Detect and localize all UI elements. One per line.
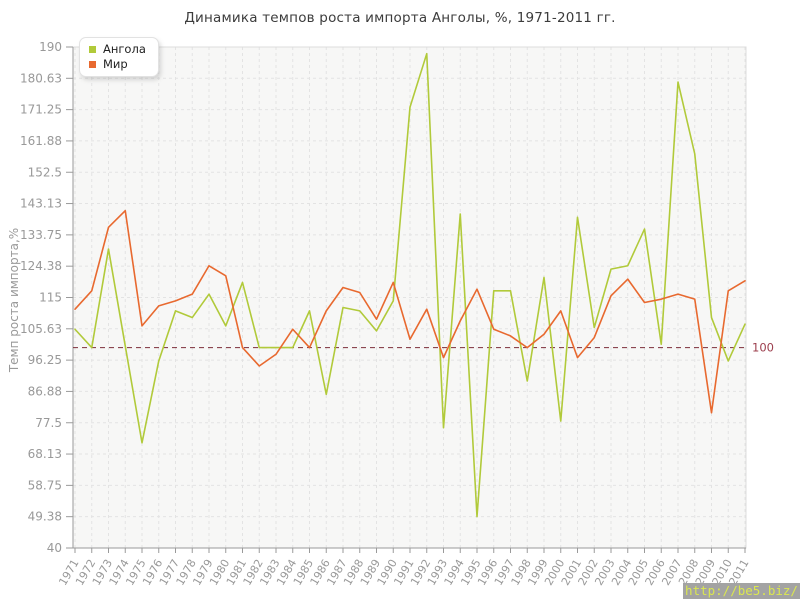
y-tick-label: 40 xyxy=(47,541,62,555)
legend-label-angola: Ангола xyxy=(103,42,146,56)
legend-item-mir: Мир xyxy=(89,57,146,71)
mir-series-swatch xyxy=(89,60,96,68)
y-tick-label: 180.63 xyxy=(20,71,62,85)
y-tick-label: 49.38 xyxy=(28,510,62,524)
y-tick-label: 86.88 xyxy=(28,384,62,398)
chart-title: Динамика темпов роста импорта Анголы, %,… xyxy=(184,10,616,26)
y-tick-label: 143.13 xyxy=(20,197,62,211)
y-tick-label: 68.13 xyxy=(28,447,62,461)
y-tick-label: 77.5 xyxy=(35,416,62,430)
series-line-angola xyxy=(74,52,746,518)
y-tick-label: 96.25 xyxy=(28,353,62,367)
legend: Ангола Мир xyxy=(79,37,159,77)
reference-line-label: 100 xyxy=(752,341,774,355)
y-tick-label: 152.5 xyxy=(28,165,62,179)
x-axis-ticks: 1971197219731974197519761977197819791980… xyxy=(56,548,752,588)
y-axis-ticks: 190 180.63 171.25 161.88 152.5 143.13 133.75 12… xyxy=(20,40,73,555)
watermark-link[interactable]: http://be5.biz/ xyxy=(683,583,800,599)
y-tick-label: 115 xyxy=(39,291,62,305)
y-tick-label: 190 xyxy=(39,40,62,54)
y-tick-label: 133.75 xyxy=(20,228,62,242)
y-tick-label: 161.88 xyxy=(20,134,62,148)
y-tick-label: 124.38 xyxy=(20,259,62,273)
angola-series-swatch xyxy=(89,45,96,53)
legend-item-angola: Ангола xyxy=(89,42,146,56)
y-tick-label: 105.63 xyxy=(20,322,62,336)
legend-label-mir: Мир xyxy=(103,57,128,71)
y-tick-label: 171.25 xyxy=(20,103,62,117)
series-line-mir xyxy=(74,209,746,414)
y-tick-label: 58.75 xyxy=(28,478,62,492)
